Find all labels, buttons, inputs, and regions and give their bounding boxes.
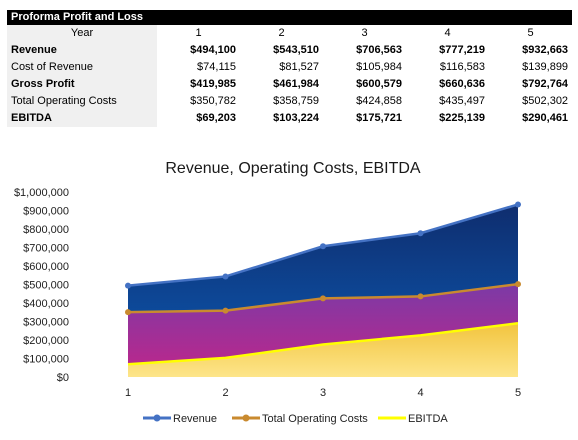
revenue-point bbox=[417, 230, 424, 237]
y-tick-label: $200,000 bbox=[23, 335, 69, 347]
row-label: Gross Profit bbox=[7, 76, 157, 93]
total-operating-costs-point bbox=[222, 307, 229, 314]
table-cell: $706,563 bbox=[356, 44, 402, 56]
table-cell: $777,219 bbox=[439, 44, 485, 56]
y-tick-label: $600,000 bbox=[23, 261, 69, 273]
row-label: Cost of Revenue bbox=[7, 59, 157, 76]
table-cell: $175,721 bbox=[356, 112, 402, 124]
legend-label-total-operating-costs: Total Operating Costs bbox=[262, 413, 368, 425]
table-cell: $69,203 bbox=[196, 112, 236, 124]
area-chart: Revenue, Operating Costs, EBITDA $0 $100,… bbox=[14, 160, 521, 425]
y-tick-label: $900,000 bbox=[23, 206, 69, 218]
table-cell: $494,100 bbox=[190, 44, 236, 56]
year-header: 5 bbox=[527, 27, 534, 39]
table-cell: $543,510 bbox=[273, 44, 319, 56]
total-operating-costs-point bbox=[320, 295, 326, 302]
total-operating-costs-point bbox=[125, 309, 131, 316]
table-cell: $81,527 bbox=[279, 61, 319, 73]
y-tick-label: $400,000 bbox=[23, 298, 69, 310]
table-cell: $358,759 bbox=[273, 95, 319, 107]
table-row-total-operating-costs: Total Operating Costs $350,782 $358,759 … bbox=[7, 93, 572, 110]
table-cell: $350,782 bbox=[190, 95, 236, 107]
table-cell: $461,984 bbox=[273, 78, 319, 90]
year-header: 3 bbox=[361, 27, 368, 39]
chart-title: Revenue, Operating Costs, EBITDA bbox=[165, 160, 421, 177]
table-cell: $502,302 bbox=[522, 95, 569, 107]
y-tick-label: $800,000 bbox=[23, 224, 69, 236]
year-label: Year bbox=[7, 25, 157, 42]
table-cell: $419,985 bbox=[190, 78, 236, 90]
x-tick-label: 2 bbox=[222, 387, 228, 399]
legend-marker-revenue bbox=[153, 414, 161, 422]
table-title-row: Proforma Profit and Loss bbox=[7, 10, 573, 25]
y-tick-label: $0 bbox=[57, 372, 69, 384]
row-label: Revenue bbox=[7, 42, 157, 59]
x-tick-label: 5 bbox=[515, 387, 521, 399]
table-cell: $424,858 bbox=[356, 95, 402, 107]
table-cell: $290,461 bbox=[522, 112, 569, 124]
table-cell: $792,764 bbox=[522, 78, 569, 90]
table-cell: $225,139 bbox=[439, 112, 485, 124]
table-cell: $139,899 bbox=[522, 61, 569, 73]
ebitda-line bbox=[127, 322, 519, 366]
table-cell: $600,579 bbox=[356, 78, 402, 90]
y-tick-label: $500,000 bbox=[23, 280, 69, 292]
table-title: Proforma Profit and Loss bbox=[7, 10, 573, 25]
total-operating-costs-point bbox=[515, 281, 521, 288]
table-row-cost-of-revenue: Cost of Revenue $74,115 $81,527 $105,984… bbox=[7, 59, 572, 76]
table-cell: $103,224 bbox=[273, 112, 319, 124]
table-row-gross-profit: Gross Profit $419,985 $461,984 $600,579 … bbox=[7, 76, 572, 93]
table-cell: $116,583 bbox=[439, 61, 485, 73]
table-cell: $435,497 bbox=[439, 95, 485, 107]
row-label: EBITDA bbox=[7, 110, 157, 127]
total-operating-costs-point bbox=[417, 293, 424, 300]
y-tick-label: $700,000 bbox=[23, 243, 69, 255]
legend-label-ebitda: EBITDA bbox=[408, 413, 448, 425]
table-row-revenue: Revenue $494,100 $543,510 $706,563 $777,… bbox=[7, 42, 572, 59]
revenue-point bbox=[515, 201, 521, 208]
legend-label-revenue: Revenue bbox=[173, 413, 217, 425]
ebitda-area bbox=[128, 323, 518, 377]
revenue-point bbox=[125, 282, 131, 289]
x-tick-label: 4 bbox=[417, 387, 423, 399]
y-tick-label: $1,000,000 bbox=[14, 187, 69, 199]
year-header-row: Year 1 2 3 4 5 bbox=[7, 25, 572, 42]
year-header: 2 bbox=[278, 27, 285, 39]
x-tick-label: 1 bbox=[125, 387, 131, 399]
y-tick-label: $100,000 bbox=[23, 354, 69, 366]
x-tick-label: 3 bbox=[320, 387, 326, 399]
revenue-point bbox=[320, 243, 326, 250]
table-cell: $74,115 bbox=[197, 61, 236, 73]
table-cell: $660,636 bbox=[439, 78, 485, 90]
year-header: 1 bbox=[195, 27, 202, 39]
year-header: 4 bbox=[444, 27, 451, 39]
row-label: Total Operating Costs bbox=[7, 93, 157, 110]
profit-loss-table: Proforma Profit and Loss Year 1 2 3 4 5 … bbox=[7, 10, 573, 127]
table-cell: $105,984 bbox=[356, 61, 402, 73]
y-tick-label: $300,000 bbox=[23, 317, 69, 329]
legend-marker-total-operating-costs bbox=[242, 414, 250, 422]
table-row-ebitda: EBITDA $69,203 $103,224 $175,721 $225,13… bbox=[7, 110, 572, 127]
table-cell: $932,663 bbox=[522, 44, 569, 56]
revenue-point bbox=[222, 273, 229, 280]
